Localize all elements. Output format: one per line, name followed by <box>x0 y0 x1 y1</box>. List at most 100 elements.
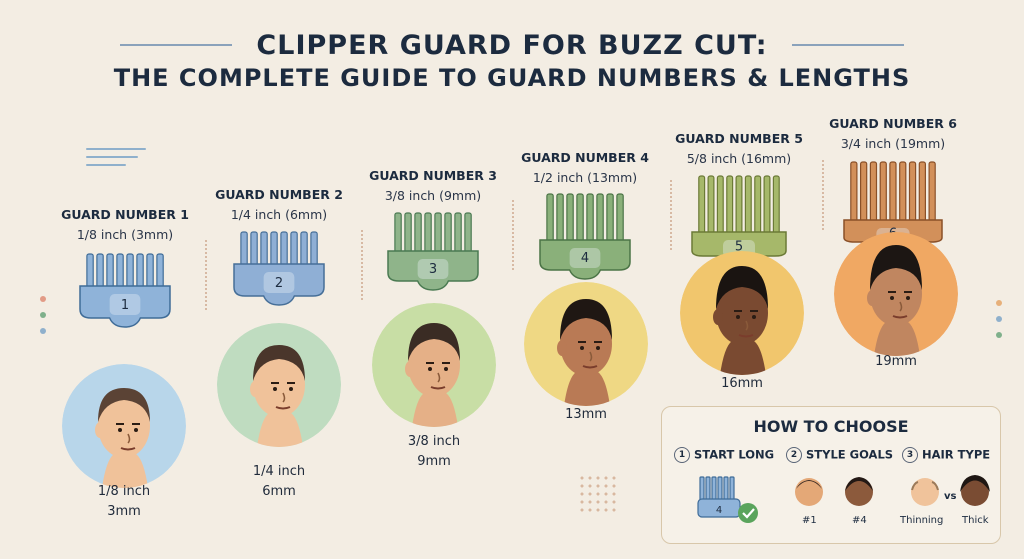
page-subtitle: THE COMPLETE GUIDE TO GUARD NUMBERS & LE… <box>113 64 911 92</box>
deco-dot <box>40 312 46 318</box>
deco-dot <box>996 300 1002 306</box>
deco-dot <box>996 316 1002 322</box>
step-style-goals: 2 STYLE GOALS <box>786 447 893 463</box>
length-line-1: 3/8 inch <box>407 434 461 449</box>
guard-1-result-avatar <box>62 364 186 488</box>
guard-2-clipper-icon: 2 <box>233 231 325 306</box>
guard-3-wrapper: 3 <box>385 205 481 291</box>
page-title: CLIPPER GUARD FOR BUZZ CUT: <box>256 30 768 61</box>
thinning-hair-head-icon <box>911 478 939 506</box>
guard-3-result-avatar <box>372 303 496 427</box>
column-divider <box>205 240 207 310</box>
guard-6-result-avatar <box>834 232 958 356</box>
guard-5-result-avatar <box>680 251 804 375</box>
deco-line <box>86 148 146 150</box>
guard-3-clipper-icon: 3 <box>387 212 479 291</box>
length-line-1: 13mm <box>565 407 607 422</box>
style-label-4: #4 <box>852 515 867 526</box>
guard-number-text: 3 <box>429 262 437 277</box>
guard-6-length-label: 19mm <box>821 352 971 372</box>
short-hair-head-icon <box>795 478 823 506</box>
guard-name: GUARD NUMBER 4 <box>521 150 649 165</box>
buzz-cut-head-illustration <box>372 303 496 427</box>
deco-line <box>86 156 138 158</box>
guard-6-wrapper: 6 <box>841 154 945 252</box>
buzz-cut-head-illustration <box>680 251 804 375</box>
how-to-choose-title: HOW TO CHOOSE <box>753 417 909 436</box>
thick-hair-head-icon <box>960 475 990 506</box>
guard-4-clipper-icon: 4 <box>539 193 631 280</box>
buzz-cut-head-illustration <box>834 232 958 356</box>
deco-dot-grid <box>578 474 618 514</box>
guard-number-text: 2 <box>275 276 283 291</box>
length-line-1: 1/8 inch <box>97 484 151 499</box>
guard-size: 1/8 inch (3mm) <box>76 227 174 242</box>
guard-2-wrapper: 2 <box>231 224 327 306</box>
guard-6-clipper-icon: 6 <box>843 161 943 252</box>
guard-4-result-avatar <box>524 282 648 406</box>
hair-label-thick: Thick <box>962 515 989 526</box>
guard-1-wrapper: 1 <box>77 246 173 328</box>
guard-column-4: GUARD NUMBER 4 1/2 inch (13mm) <box>510 150 660 185</box>
step-label: HAIR TYPE <box>922 447 991 462</box>
guard-size: 5/8 inch (16mm) <box>686 151 792 166</box>
length-line-2: 3mm <box>107 504 141 519</box>
guard-number-text: 5 <box>735 240 743 255</box>
step-number: 3 <box>902 447 918 463</box>
mini-guard-icon: 4 <box>697 476 758 523</box>
guard-2-result-avatar <box>217 323 341 447</box>
step-hair-type: 3 HAIR TYPE <box>902 447 990 463</box>
guard-size: 3/8 inch (9mm) <box>384 188 482 203</box>
guard-name: GUARD NUMBER 5 <box>675 131 803 146</box>
deco-line <box>86 164 126 166</box>
guard-4-length-label: 13mm <box>511 405 661 425</box>
deco-dot <box>40 296 46 302</box>
guard-1-length-label: 1/8 inch 3mm <box>49 482 199 522</box>
guard-column-2: GUARD NUMBER 2 1/4 inch (6mm) <box>204 187 354 222</box>
step-number: 2 <box>786 447 802 463</box>
buzz-cut-head-illustration <box>524 282 648 406</box>
versus-label: vs <box>944 491 957 502</box>
column-divider <box>512 200 514 270</box>
guard-size: 1/2 inch (13mm) <box>532 170 638 185</box>
length-line-1: 16mm <box>721 376 763 391</box>
step-number: 1 <box>674 447 690 463</box>
column-divider <box>361 230 363 300</box>
title-left-rule <box>120 44 232 46</box>
how-to-choose-panel: HOW TO CHOOSE 1 START LONG 2 STYLE GOALS 3… <box>661 406 1001 544</box>
guard-number-text: 4 <box>581 251 589 266</box>
guard-column-1: GUARD NUMBER 1 1/8 inch (3mm) <box>50 207 200 242</box>
title-right-rule <box>792 44 904 46</box>
guard-1-clipper-icon: 1 <box>79 253 171 328</box>
hair-label-thinning: Thinning <box>900 515 944 526</box>
guard-5-length-label: 16mm <box>667 374 817 394</box>
guard-4-wrapper: 4 <box>537 186 633 280</box>
guard-name: GUARD NUMBER 1 <box>61 207 189 222</box>
length-line-2: 6mm <box>262 484 296 499</box>
guard-size: 1/4 inch (6mm) <box>230 207 328 222</box>
step-start-long: 1 START LONG <box>674 447 774 463</box>
style-label-1: #1 <box>802 515 817 526</box>
step-label: STYLE GOALS <box>806 447 894 462</box>
mini-guard-number: 4 <box>716 505 722 516</box>
length-line-1: 1/4 inch <box>252 464 306 479</box>
guard-column-6: GUARD NUMBER 6 3/4 inch (19mm) <box>818 116 968 151</box>
guard-column-5: GUARD NUMBER 5 5/8 inch (16mm) <box>664 131 814 166</box>
length-line-1: 19mm <box>875 354 917 369</box>
guard-number-text: 1 <box>121 298 129 313</box>
column-divider <box>822 160 824 230</box>
guard-2-length-label: 1/4 inch 6mm <box>204 462 354 502</box>
buzz-cut-head-illustration <box>62 364 186 488</box>
guard-size: 3/4 inch (19mm) <box>840 136 946 151</box>
guard-column-3: GUARD NUMBER 3 3/8 inch (9mm) <box>358 168 508 203</box>
guard-name: GUARD NUMBER 2 <box>215 187 343 202</box>
guard-name: GUARD NUMBER 6 <box>829 116 957 131</box>
buzz-cut-head-illustration <box>217 323 341 447</box>
length-line-2: 9mm <box>417 454 451 469</box>
deco-dot <box>40 328 46 334</box>
deco-dot <box>996 332 1002 338</box>
medium-hair-head-icon <box>845 477 873 506</box>
column-divider <box>670 180 672 250</box>
guard-3-length-label: 3/8 inch 9mm <box>359 432 509 472</box>
step-label: START LONG <box>694 447 775 462</box>
